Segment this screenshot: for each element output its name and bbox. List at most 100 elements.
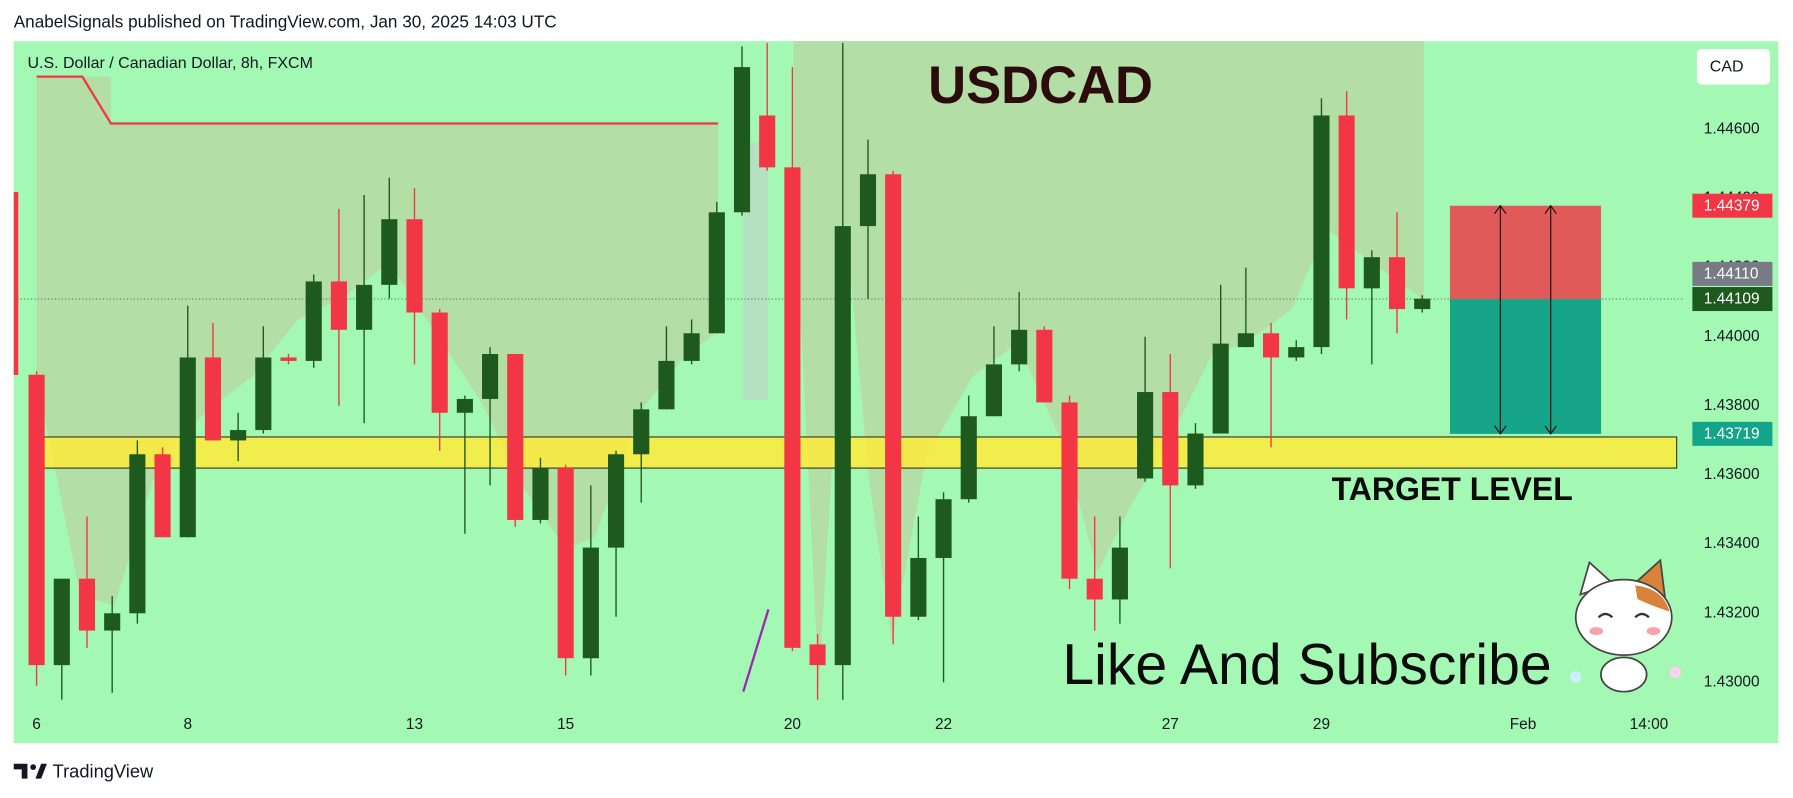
candle-body (1388, 257, 1406, 310)
indicator-line (36, 75, 719, 125)
candle-body (960, 416, 977, 500)
x-tick-label: 6 (32, 716, 41, 733)
price-label-box (1692, 261, 1773, 286)
candle-body (381, 219, 398, 285)
candle-body (1137, 392, 1154, 479)
currency-button[interactable] (1696, 49, 1771, 85)
candle-body (305, 281, 322, 361)
trend-line (742, 609, 770, 693)
candle-body (1237, 333, 1254, 348)
candle-body (129, 454, 146, 614)
x-tick-label: 29 (1313, 716, 1330, 733)
candle-body (683, 333, 700, 361)
x-tick-label: 15 (557, 716, 574, 733)
candle-body (482, 354, 499, 399)
candle-body (1288, 347, 1305, 358)
candle-body (154, 454, 171, 538)
candle-body (431, 312, 448, 413)
candle-body (78, 578, 96, 631)
x-tick-label: Feb (1510, 716, 1537, 733)
cat-sticker (1570, 558, 1681, 693)
risk-box (1449, 205, 1602, 300)
x-tick-label: 22 (935, 716, 952, 733)
candle-body (859, 174, 877, 227)
candle-body (834, 226, 851, 666)
y-tick-label: 1.44000 (1704, 328, 1760, 345)
candle-body (330, 281, 347, 330)
candle-body (1313, 115, 1330, 348)
candle-body (759, 115, 776, 168)
candle-body (935, 499, 952, 558)
price-label: 1.44379 (1704, 197, 1760, 214)
candle-body (733, 67, 751, 213)
candle-body (28, 374, 45, 666)
arrow-head (1494, 204, 1507, 435)
symbol-label: U.S. Dollar / Canadian Dollar, 8h, FXCM (27, 55, 312, 72)
chart-title: USDCAD (928, 56, 1153, 115)
y-tick-label: 1.43000 (1704, 673, 1760, 690)
subscribe-text: Like And Subscribe (1062, 633, 1551, 697)
candle-body (1363, 257, 1380, 289)
candle-body (230, 430, 247, 441)
candle-body (910, 557, 927, 617)
price-label-box (1692, 287, 1773, 312)
candle-body (204, 357, 222, 441)
y-tick-label: 1.43200 (1704, 604, 1760, 621)
x-tick-label: 20 (784, 716, 801, 733)
candle-body (885, 174, 902, 617)
y-tick-label: 1.43600 (1704, 466, 1760, 483)
candle-body (985, 364, 1003, 417)
price-label-box (1692, 421, 1773, 446)
reward-box (1449, 299, 1602, 434)
candle-body (1036, 329, 1053, 403)
candle-body (1263, 333, 1280, 358)
y-tick-label: 1.43400 (1704, 535, 1760, 552)
publish-header: AnabelSignals published on TradingView.c… (14, 11, 557, 31)
x-tick-label: 13 (406, 716, 423, 733)
candle-body (1187, 433, 1204, 486)
candle-body (1414, 298, 1431, 310)
y-tick-label: 1.44600 (1704, 120, 1760, 137)
candle-body (633, 409, 650, 455)
candle-body (280, 357, 297, 361)
x-tick-label: 14:00 (1630, 716, 1669, 733)
plot-layer: 1.43000 1.43200 1.43400 1.43600 1.43800 1.440… (13, 42, 1773, 733)
y-tick-label: 1.43800 (1704, 397, 1760, 414)
indicator-shade (793, 41, 1424, 686)
candle-body (53, 578, 70, 666)
candle-body (356, 284, 373, 330)
candle-body (809, 644, 826, 666)
zone-label: TARGET LEVEL (1332, 471, 1573, 507)
candle-body (582, 547, 599, 659)
candle-body (406, 219, 423, 313)
candle-body (607, 454, 625, 548)
candle-body (1111, 547, 1128, 600)
candle-body (1086, 578, 1103, 600)
candle-body (1212, 343, 1229, 434)
target-zone (42, 436, 1678, 469)
candle-body (1162, 392, 1179, 486)
x-tick-label: 27 (1162, 716, 1179, 733)
candle-body (255, 357, 272, 431)
price-label: 1.44109 (1704, 291, 1760, 308)
candle-body (658, 360, 675, 410)
candle-body (1061, 402, 1078, 579)
currency-label[interactable]: CAD (1710, 59, 1744, 76)
candle-body (784, 167, 801, 648)
candle-body (1011, 329, 1028, 365)
candle-body (507, 354, 524, 520)
brand-name: TradingView (53, 761, 154, 782)
candle-body (104, 613, 121, 631)
candle-body (557, 468, 574, 659)
price-label-box (1692, 193, 1773, 218)
candle-body (532, 468, 549, 520)
candle-body (1338, 115, 1355, 289)
x-tick-label: 8 (183, 716, 192, 733)
candle-body (456, 398, 473, 413)
price-label: 1.44110 (1704, 266, 1759, 283)
price-label: 1.43719 (1704, 426, 1760, 443)
edge-marker (13, 192, 19, 375)
arrow-head (1544, 204, 1557, 435)
